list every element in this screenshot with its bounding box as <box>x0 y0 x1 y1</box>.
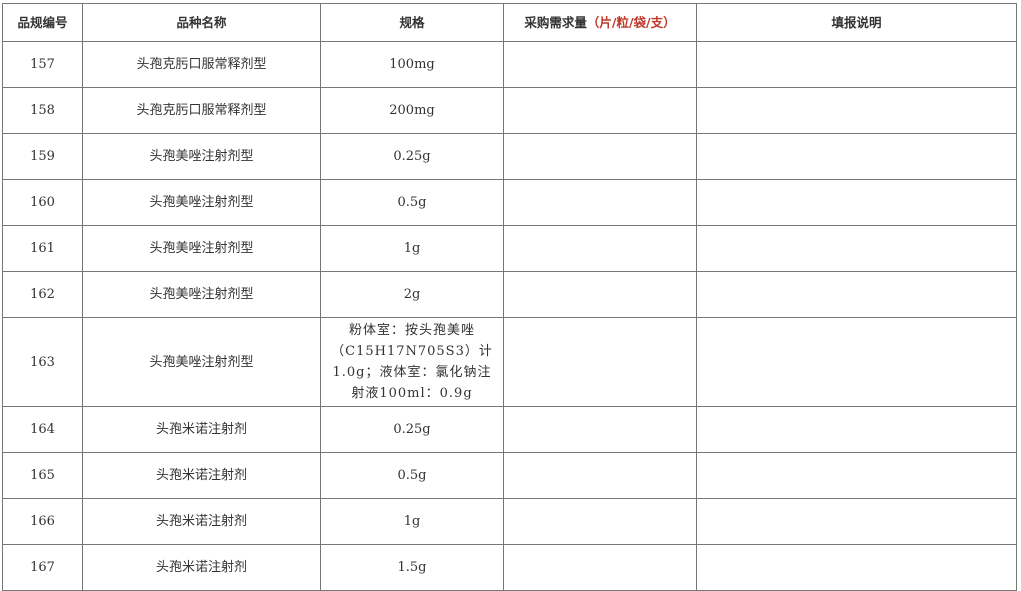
header-qty: 采购需求量（片/粒/袋/支） <box>503 3 697 42</box>
cell-note[interactable] <box>696 271 1017 318</box>
cell-qty[interactable] <box>503 498 697 545</box>
header-code: 品规编号 <box>2 3 83 42</box>
cell-note[interactable] <box>696 406 1017 453</box>
cell-name: 头孢克肟口服常释剂型 <box>82 87 321 134</box>
cell-name: 头孢美唑注射剂型 <box>82 179 321 226</box>
cell-name: 头孢米诺注射剂 <box>82 452 321 499</box>
cell-spec: 1.5g <box>320 544 504 591</box>
cell-code: 165 <box>2 452 83 499</box>
cell-name: 头孢美唑注射剂型 <box>82 225 321 272</box>
table-row: 160 头孢美唑注射剂型 0.5g <box>2 179 1017 226</box>
cell-name: 头孢美唑注射剂型 <box>82 271 321 318</box>
cell-code: 161 <box>2 225 83 272</box>
cell-qty[interactable] <box>503 225 697 272</box>
cell-name: 头孢米诺注射剂 <box>82 406 321 453</box>
header-spec: 规格 <box>320 3 504 42</box>
cell-qty[interactable] <box>503 544 697 591</box>
cell-note[interactable] <box>696 498 1017 545</box>
cell-spec: 0.25g <box>320 406 504 453</box>
cell-qty[interactable] <box>503 133 697 180</box>
table-row: 163 头孢美唑注射剂型 粉体室：按头孢美唑（C15H17N705S3）计1.0g；… <box>2 317 1017 407</box>
cell-spec: 1g <box>320 225 504 272</box>
cell-note[interactable] <box>696 452 1017 499</box>
header-qty-label: 采购需求量 <box>524 15 587 30</box>
cell-note[interactable] <box>696 179 1017 226</box>
cell-name: 头孢克肟口服常释剂型 <box>82 41 321 88</box>
cell-spec: 100mg <box>320 41 504 88</box>
cell-code: 166 <box>2 498 83 545</box>
cell-code: 167 <box>2 544 83 591</box>
cell-spec: 1g <box>320 498 504 545</box>
cell-name: 头孢米诺注射剂 <box>82 544 321 591</box>
table-row: 162 头孢美唑注射剂型 2g <box>2 271 1017 318</box>
cell-spec: 2g <box>320 271 504 318</box>
cell-code: 162 <box>2 271 83 318</box>
cell-name: 头孢美唑注射剂型 <box>82 133 321 180</box>
cell-qty[interactable] <box>503 406 697 453</box>
table-row: 161 头孢美唑注射剂型 1g <box>2 225 1017 272</box>
cell-code: 164 <box>2 406 83 453</box>
cell-note[interactable] <box>696 133 1017 180</box>
table-row: 164 头孢米诺注射剂 0.25g <box>2 406 1017 453</box>
header-row: 品规编号 品种名称 规格 采购需求量（片/粒/袋/支） 填报说明 <box>2 3 1017 42</box>
cell-qty[interactable] <box>503 317 697 407</box>
cell-spec: 0.5g <box>320 452 504 499</box>
table-row: 157 头孢克肟口服常释剂型 100mg <box>2 41 1017 88</box>
cell-qty[interactable] <box>503 179 697 226</box>
cell-spec: 0.5g <box>320 179 504 226</box>
cell-qty[interactable] <box>503 271 697 318</box>
cell-code: 157 <box>2 41 83 88</box>
cell-spec: 200mg <box>320 87 504 134</box>
cell-code: 159 <box>2 133 83 180</box>
table-row: 158 头孢克肟口服常释剂型 200mg <box>2 87 1017 134</box>
cell-note[interactable] <box>696 225 1017 272</box>
header-name: 品种名称 <box>82 3 321 42</box>
cell-name: 头孢美唑注射剂型 <box>82 317 321 407</box>
cell-code: 160 <box>2 179 83 226</box>
cell-note[interactable] <box>696 87 1017 134</box>
cell-code: 163 <box>2 317 83 407</box>
cell-qty[interactable] <box>503 87 697 134</box>
table-row: 166 头孢米诺注射剂 1g <box>2 498 1017 545</box>
table-row: 165 头孢米诺注射剂 0.5g <box>2 452 1017 499</box>
procurement-table: 品规编号 品种名称 规格 采购需求量（片/粒/袋/支） 填报说明 157 头孢克肟… <box>2 3 1017 591</box>
header-note: 填报说明 <box>696 3 1017 42</box>
cell-qty[interactable] <box>503 41 697 88</box>
cell-note[interactable] <box>696 544 1017 591</box>
table-row: 159 头孢美唑注射剂型 0.25g <box>2 133 1017 180</box>
cell-name: 头孢米诺注射剂 <box>82 498 321 545</box>
cell-qty[interactable] <box>503 452 697 499</box>
cell-note[interactable] <box>696 317 1017 407</box>
cell-spec: 0.25g <box>320 133 504 180</box>
header-qty-unit: （片/粒/袋/支） <box>586 15 676 30</box>
cell-spec: 粉体室：按头孢美唑（C15H17N705S3）计1.0g；液体室：氯化钠注射液1… <box>320 317 504 407</box>
cell-note[interactable] <box>696 41 1017 88</box>
table-row: 167 头孢米诺注射剂 1.5g <box>2 544 1017 591</box>
cell-code: 158 <box>2 87 83 134</box>
